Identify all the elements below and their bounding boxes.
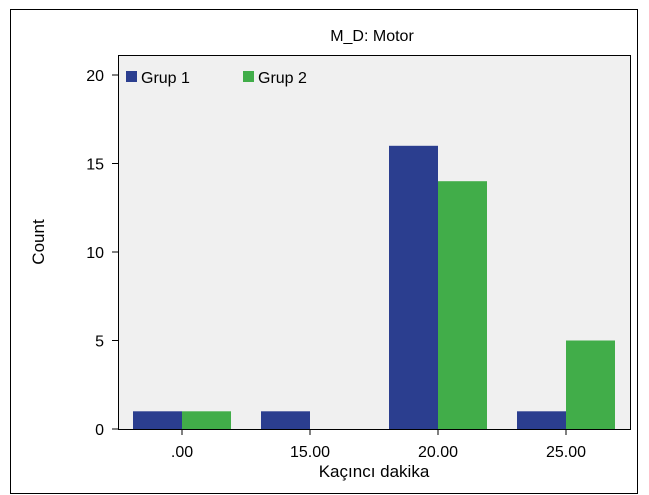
bar-1-2 (261, 411, 310, 429)
x-tick-label: 20.00 (418, 444, 458, 461)
plot-area (118, 55, 631, 430)
x-tick-label: .00 (171, 444, 193, 461)
legend-swatch-2 (243, 71, 254, 82)
y-tick-label: 15 (86, 157, 104, 174)
bar-1-3 (389, 145, 438, 430)
y-tick-label: 10 (86, 245, 104, 262)
legend-label-2: Grup 2 (258, 70, 307, 87)
bar-1-1 (133, 411, 182, 429)
legend-label-1: Grup 1 (141, 70, 190, 87)
chart-title: M_D: Motor (330, 28, 414, 45)
y-axis: 0 5 10 15 20 (86, 68, 118, 439)
x-axis-title: Kaçıncı dakika (319, 462, 430, 481)
legend: Grup 1 Grup 2 (126, 70, 307, 87)
y-axis-title: Count (29, 219, 48, 265)
y-tick-label: 20 (86, 68, 104, 85)
x-tick-label: 15.00 (290, 444, 330, 461)
bar-2-1 (182, 411, 231, 429)
bar-2-3 (438, 181, 487, 429)
x-tick-label: 25.00 (546, 444, 586, 461)
y-tick-label: 0 (95, 422, 104, 439)
bar-2-4 (566, 340, 615, 429)
y-tick-label: 5 (95, 334, 104, 351)
bar-1-4 (517, 411, 566, 429)
x-axis: .00 15.00 20.00 25.00 (171, 429, 586, 461)
bar-series-group (133, 145, 615, 430)
legend-swatch-1 (126, 71, 137, 82)
